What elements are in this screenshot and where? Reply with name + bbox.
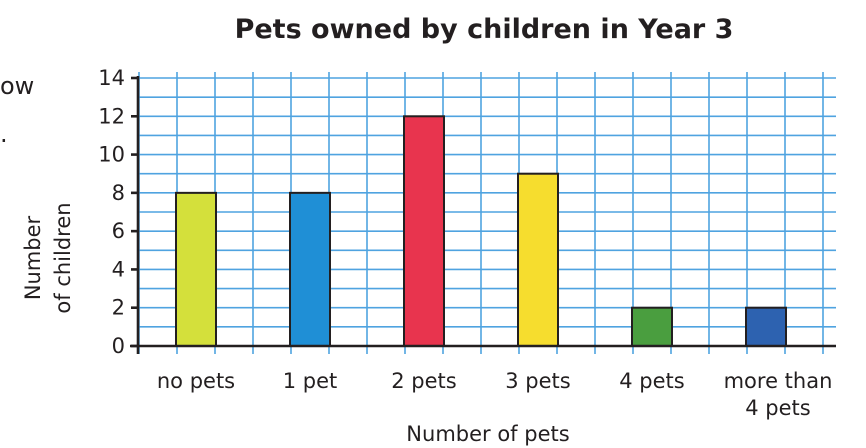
bar-2 xyxy=(403,115,445,347)
y-tick-label: 10 xyxy=(98,143,125,167)
x-tick-label: more than xyxy=(724,369,833,393)
y-tick-label: 14 xyxy=(98,66,125,90)
bar-1 xyxy=(289,191,331,347)
bar-0 xyxy=(175,191,217,347)
x-tick-label: 2 pets xyxy=(391,369,456,393)
cropped-text-fragment-1: ow xyxy=(0,72,34,100)
y-tick-label: 2 xyxy=(112,296,125,320)
x-tick-label: 1 pet xyxy=(283,369,338,393)
cropped-text-fragment-2: . xyxy=(0,120,8,148)
y-tick-label: 6 xyxy=(112,219,125,243)
x-tick-label: no pets xyxy=(157,369,235,393)
bar-3 xyxy=(517,172,559,347)
x-tick-label: 3 pets xyxy=(505,369,570,393)
bar-5 xyxy=(745,306,787,348)
x-tick-label: 4 pets xyxy=(619,369,684,393)
x-tick-label: 4 pets xyxy=(745,396,810,420)
x-axis-label: Number of pets xyxy=(406,422,569,446)
y-tick-label: 0 xyxy=(112,334,125,358)
y-tick-label: 8 xyxy=(112,181,125,205)
x-tick-labels: no pets 1 pet 2 pets 3 pets 4 pets more than 4… xyxy=(157,369,833,420)
y-tick-label: 4 xyxy=(112,257,125,281)
grid xyxy=(138,72,836,354)
chart-title: Pets owned by children in Year 3 xyxy=(235,14,734,45)
bar-4 xyxy=(631,306,673,348)
y-axis-label-line-1: Number xyxy=(21,215,45,300)
y-tick-label: 12 xyxy=(98,104,125,128)
y-tick-labels: 0 2 4 6 8 10 12 14 xyxy=(98,66,138,358)
y-axis-label-line-2: of children xyxy=(51,202,75,313)
